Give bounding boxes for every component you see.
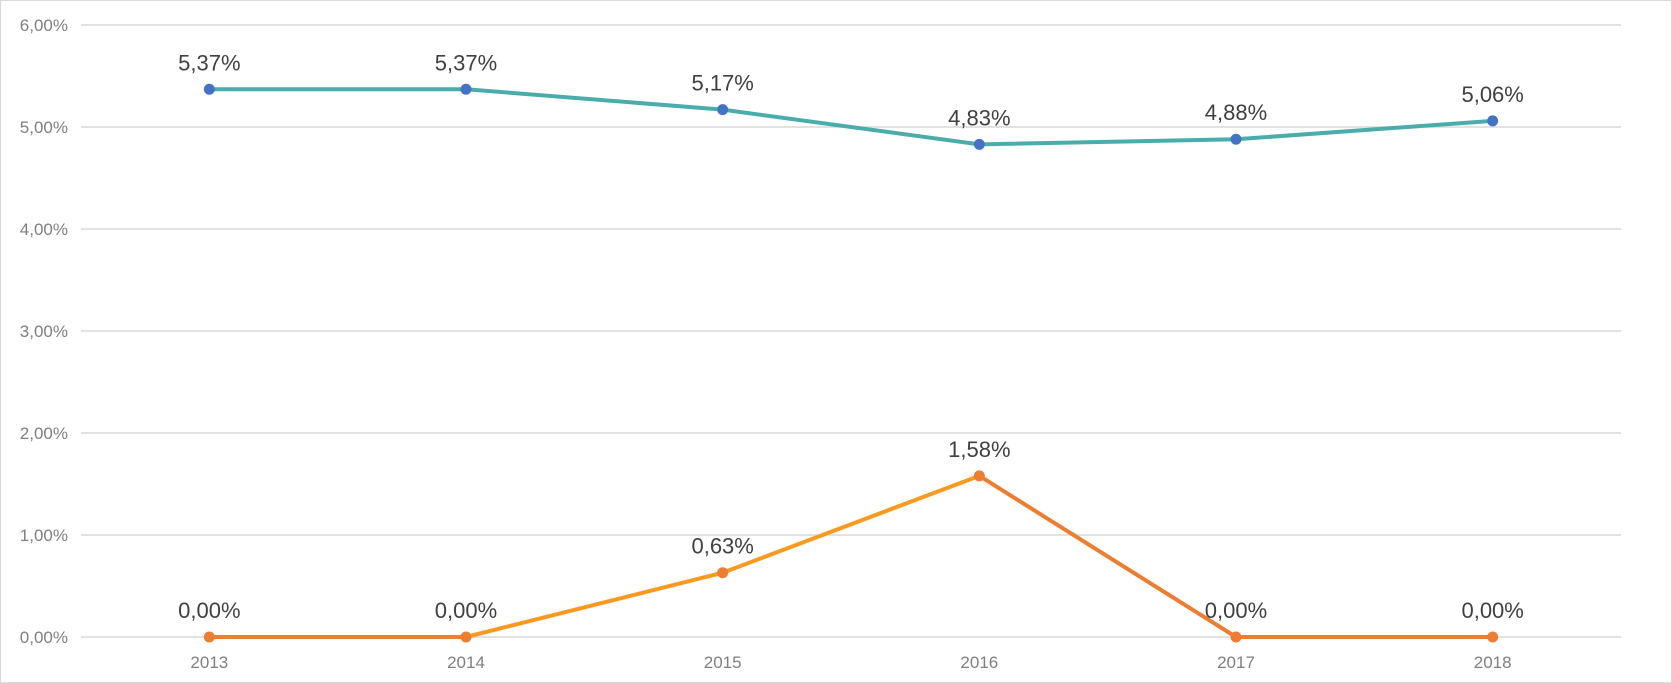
x-tick-label: 2013 (190, 653, 228, 672)
series-1-line-segment (720, 107, 982, 147)
series-1-point (1230, 133, 1242, 145)
x-tick-label: 2014 (447, 653, 485, 672)
y-tick-label: 2,00% (20, 424, 68, 443)
x-axis-tick-labels: 2013 2014 2015 2016 2017 2018 (190, 653, 1511, 672)
series-2-data-label: 1,58% (948, 437, 1010, 462)
series-1-data-label: 5,37% (178, 50, 240, 75)
series-1-data-label: 4,88% (1205, 100, 1267, 125)
series-1-point (973, 138, 985, 150)
series-1-point (203, 83, 215, 95)
series-2-data-label: 0,00% (435, 598, 497, 623)
series-2-point (1487, 631, 1499, 643)
y-axis-tick-labels: 0,00% 1,00% 2,00% 3,00% 4,00% 5,00% 6,00% (20, 16, 68, 647)
series-2-point (973, 470, 985, 482)
series-1-data-label: 5,17% (691, 71, 753, 96)
series-2-line-segment (464, 570, 725, 639)
series-1-data-label: 5,37% (435, 50, 497, 75)
y-tick-label: 3,00% (20, 322, 68, 341)
series-1-data-label: 4,83% (948, 105, 1010, 130)
series-2-line-segment (977, 473, 1238, 639)
series-2-data-label: 0,63% (691, 534, 753, 559)
gridlines (81, 24, 1621, 638)
series-1-line-segment (977, 137, 1238, 147)
series-1-line-segment (464, 87, 725, 112)
x-tick-label: 2016 (960, 653, 998, 672)
series-1-point (460, 83, 472, 95)
series-1-point (1487, 115, 1499, 127)
data-labels: 5,37% 5,37% 5,17% 4,83% 4,88% 5,06% 0,00% 0,00%… (178, 50, 1524, 623)
series-lines (207, 87, 1495, 639)
y-tick-label: 6,00% (20, 16, 68, 35)
y-tick-label: 1,00% (20, 526, 68, 545)
series-2-point (460, 631, 472, 643)
series-2-point (203, 631, 215, 643)
x-tick-label: 2015 (704, 653, 742, 672)
series-2-point (1230, 631, 1242, 643)
x-tick-label: 2018 (1474, 653, 1512, 672)
series-markers (203, 83, 1499, 643)
series-1-point (717, 104, 729, 116)
series-2-point (717, 567, 729, 579)
series-2-data-label: 0,00% (1461, 598, 1523, 623)
series-2-data-label: 0,00% (1205, 598, 1267, 623)
series-2-line-segment (720, 473, 982, 575)
y-tick-label: 4,00% (20, 220, 68, 239)
x-tick-label: 2017 (1217, 653, 1255, 672)
y-tick-label: 0,00% (20, 628, 68, 647)
series-1-data-label: 5,06% (1461, 82, 1523, 107)
y-tick-label: 5,00% (20, 118, 68, 137)
series-2-data-label: 0,00% (178, 598, 240, 623)
series-1-line-segment (1234, 118, 1495, 142)
